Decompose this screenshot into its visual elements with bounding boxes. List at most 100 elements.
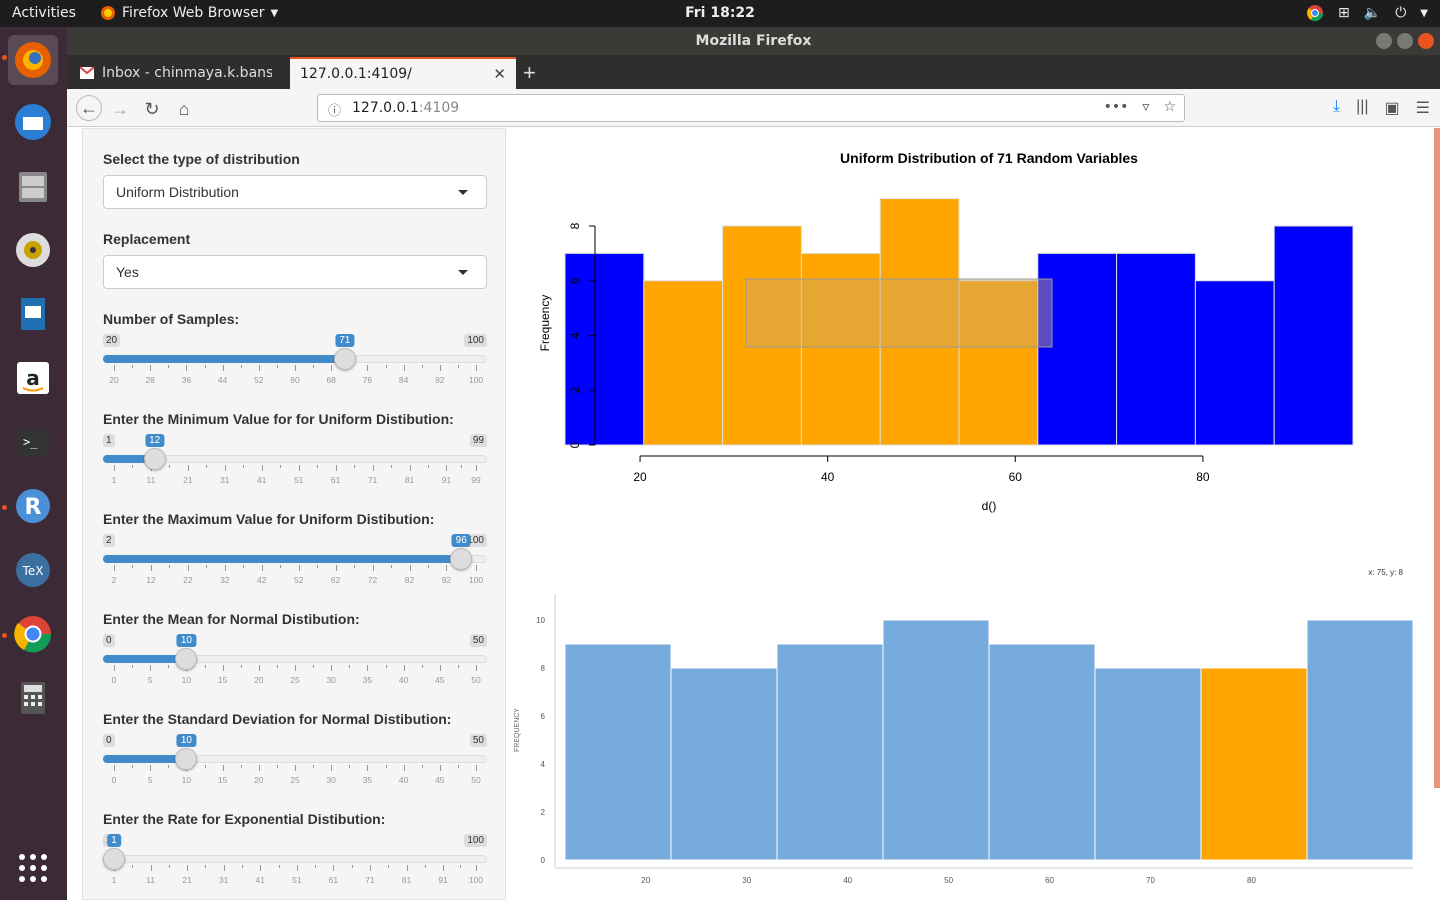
tex-launcher[interactable]: TeX xyxy=(8,545,58,595)
rhythmbox-launcher[interactable] xyxy=(8,225,58,275)
url-bar[interactable]: ⓘ 127.0.0.1:4109 ••• ▿ ☆ xyxy=(317,94,1185,122)
close-tab-icon[interactable]: ✕ xyxy=(493,65,506,83)
files-launcher[interactable] xyxy=(8,161,58,211)
network-icon[interactable]: ⊞ xyxy=(1338,5,1350,21)
amazon-launcher[interactable]: a xyxy=(8,353,58,403)
slider-handle[interactable] xyxy=(450,548,473,570)
navigation-toolbar: ← → ↻ ⌂ ⓘ 127.0.0.1:4109 ••• ▿ ☆ ⤓ ||| ▣… xyxy=(67,89,1440,127)
slider-tick-label: 20 xyxy=(109,375,119,385)
writer-launcher[interactable] xyxy=(8,289,58,339)
range-slider[interactable]: 20 100 20 28 36 44 52 60 68 76 84 92 100 71 xyxy=(103,334,487,394)
power-icon[interactable]: ⏻ xyxy=(1395,5,1407,21)
histogram-bar xyxy=(882,619,990,861)
y-tick-label: 6 xyxy=(541,712,546,721)
slider-tick-label: 1 xyxy=(111,875,117,885)
page-scrollbar[interactable] xyxy=(1434,128,1440,788)
y-tick-label: 8 xyxy=(541,664,546,673)
slider-handle[interactable] xyxy=(333,348,356,370)
range-slider[interactable]: 110011121314151617181911001 xyxy=(103,834,487,894)
forward-button[interactable]: → xyxy=(111,99,129,119)
minimize-button[interactable] xyxy=(1376,33,1392,49)
range-slider[interactable]: 0 50 0 5 10 15 20 25 30 35 40 45 50 10 xyxy=(103,734,487,794)
slider-tick-label: 51 xyxy=(292,875,302,885)
range-slider[interactable]: 2 100 2 12 22 32 42 52 62 72 82 92 100 96 xyxy=(103,534,487,594)
chrome-icon[interactable] xyxy=(1306,4,1324,22)
slider-track[interactable] xyxy=(103,855,487,863)
rstudio-launcher[interactable]: R xyxy=(8,481,58,531)
slider-handle[interactable] xyxy=(103,848,125,870)
slider-tick-label: 71 xyxy=(367,475,378,485)
reload-button[interactable]: ↻ xyxy=(144,99,160,119)
slider-max-label: 50 xyxy=(469,634,487,647)
histogram-bar xyxy=(670,667,778,861)
slider-max-label: 99 xyxy=(469,434,487,447)
calculator-icon xyxy=(21,682,45,714)
r-icon: R xyxy=(16,489,50,523)
slider-tick-label: 44 xyxy=(217,375,228,385)
tab-localhost[interactable]: 127.0.0.1:4109/ ✕ xyxy=(290,57,516,89)
range-slider[interactable]: 0 50 0 5 10 15 20 25 30 35 40 45 50 10 xyxy=(103,634,487,694)
slider-value-label: 10 xyxy=(176,734,196,747)
close-window-button[interactable] xyxy=(1418,33,1434,49)
url-text[interactable]: 127.0.0.1:4109 xyxy=(352,100,459,116)
slider-tick-label: 71 xyxy=(365,875,375,885)
firefox-launcher[interactable] xyxy=(8,35,58,85)
slider-tick-label: 61 xyxy=(328,875,339,885)
back-button[interactable]: ← xyxy=(76,95,102,121)
histogram-bar xyxy=(958,280,1039,446)
slider-tick-label: 25 xyxy=(290,675,300,685)
new-tab-button[interactable]: + xyxy=(523,60,536,85)
page-actions-icon[interactable]: ••• xyxy=(1103,99,1129,115)
interactive-histogram-plot[interactable]: x: 75, y: 8 0 2 4 6 8 10 20 30 40 50 60 70 80 FREQUENC… xyxy=(507,558,1430,900)
histogram-bar xyxy=(800,252,881,446)
histogram-bar xyxy=(564,643,672,861)
caret-down-icon xyxy=(458,190,468,195)
slider-fill xyxy=(103,755,187,763)
terminal-launcher[interactable]: >_ xyxy=(8,417,58,467)
library-icon[interactable]: ||| xyxy=(1356,98,1369,115)
firefox-icon xyxy=(15,42,51,78)
slider-tick-label: 41 xyxy=(257,475,267,485)
slider-handle[interactable] xyxy=(175,748,198,770)
calculator-launcher[interactable] xyxy=(8,673,58,723)
sidebar-icon[interactable]: ▣ xyxy=(1384,100,1400,117)
slider-tick-label: 35 xyxy=(362,775,373,785)
app-menu[interactable]: Firefox Web Browser ▼ xyxy=(100,5,278,21)
slider-tick-label: 91 xyxy=(438,875,448,885)
slider-ticks xyxy=(103,665,487,673)
chevron-down-icon[interactable]: ▼ xyxy=(1420,7,1428,19)
slider-tick-label: 41 xyxy=(255,875,265,885)
range-slider[interactable]: 1 99 1 11 21 31 41 51 61 71 81 91 99 12 xyxy=(103,434,487,494)
menu-icon[interactable]: ☰ xyxy=(1415,100,1430,117)
histogram-bar xyxy=(643,280,724,446)
slider-handle[interactable] xyxy=(143,448,166,470)
download-icon[interactable]: ⤓ xyxy=(1332,98,1341,115)
slider-tick-label: 25 xyxy=(290,775,300,785)
show-apps-button[interactable] xyxy=(8,843,58,893)
home-button[interactable]: ⌂ xyxy=(178,99,190,119)
slider-handle[interactable] xyxy=(175,648,198,670)
volume-icon[interactable]: 🔈 xyxy=(1363,5,1382,21)
thunderbird-launcher[interactable] xyxy=(8,97,58,147)
bookmark-star-icon[interactable]: ☆ xyxy=(1163,99,1176,115)
replacement-select[interactable]: Yes xyxy=(103,255,487,289)
launcher-dock: a >_ R TeX xyxy=(0,27,67,900)
chrome-launcher[interactable] xyxy=(8,609,58,659)
activities-button[interactable]: Activities xyxy=(12,5,76,21)
tab-inbox[interactable]: Inbox - chinmaya.k.bansa xyxy=(70,57,288,89)
slider-tick-label: 32 xyxy=(220,575,230,585)
info-icon[interactable]: ⓘ xyxy=(328,104,342,119)
pocket-icon[interactable]: ▿ xyxy=(1142,99,1150,115)
distribution-select[interactable]: Uniform Distribution xyxy=(103,175,487,209)
slider-tick-label: 11 xyxy=(146,475,156,485)
tab-label: 127.0.0.1:4109/ xyxy=(300,66,412,82)
system-tray[interactable]: ⊞ 🔈 ⏻ ▼ xyxy=(1306,4,1428,22)
chart-title: Uniform Distribution of 71 Random Variab… xyxy=(840,150,1138,166)
y-tick-label: 8 xyxy=(568,222,582,229)
base-histogram-plot[interactable]: Uniform Distribution of 71 Random Variab… xyxy=(507,128,1430,528)
maximize-button[interactable] xyxy=(1397,33,1413,49)
slider-tick-label: 30 xyxy=(326,675,336,685)
slider-max-label: 100 xyxy=(464,334,487,347)
slider-label: Enter the Minimum Value for for Uniform … xyxy=(103,411,454,427)
terminal-icon: >_ xyxy=(17,428,49,456)
